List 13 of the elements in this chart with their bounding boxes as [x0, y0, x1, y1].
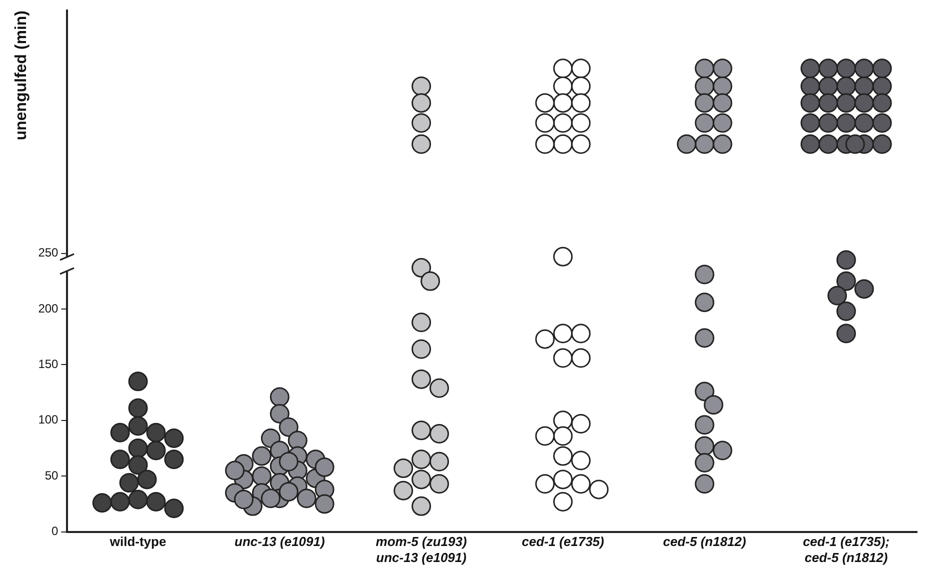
x-tick-label: ced-5 (n1812)	[663, 534, 746, 550]
y-tick-label: 0	[52, 524, 59, 538]
x-tick-label: ced-1 (e1735)	[522, 534, 604, 550]
x-tick-label: wild-type	[108, 534, 166, 550]
y-tick-label: 150	[38, 357, 59, 372]
y-tick-label: 200	[38, 301, 59, 316]
y-tick-label: 250	[38, 246, 59, 260]
y-axis-title: unengulfed (min)	[13, 10, 30, 140]
x-tick-label: ced-1 (e1735); ced-5 (n1812)	[802, 534, 890, 565]
y-tick-label: 50	[44, 468, 59, 482]
y-tick-label: 100	[38, 412, 59, 427]
x-tick-label: unc-13 (e1091)	[234, 534, 325, 550]
x-tick-label: mom-5 (zu193) unc-13 (e1091)	[376, 534, 467, 565]
